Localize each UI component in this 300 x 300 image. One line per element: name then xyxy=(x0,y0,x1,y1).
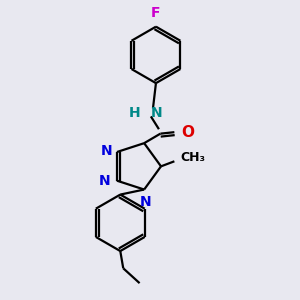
Text: N: N xyxy=(99,174,110,188)
Text: O: O xyxy=(181,125,194,140)
Text: N: N xyxy=(151,106,163,120)
Text: N: N xyxy=(140,195,152,209)
Text: CH₃: CH₃ xyxy=(180,151,205,164)
Text: H: H xyxy=(129,106,140,120)
Text: F: F xyxy=(151,6,161,20)
Text: N: N xyxy=(101,143,112,158)
